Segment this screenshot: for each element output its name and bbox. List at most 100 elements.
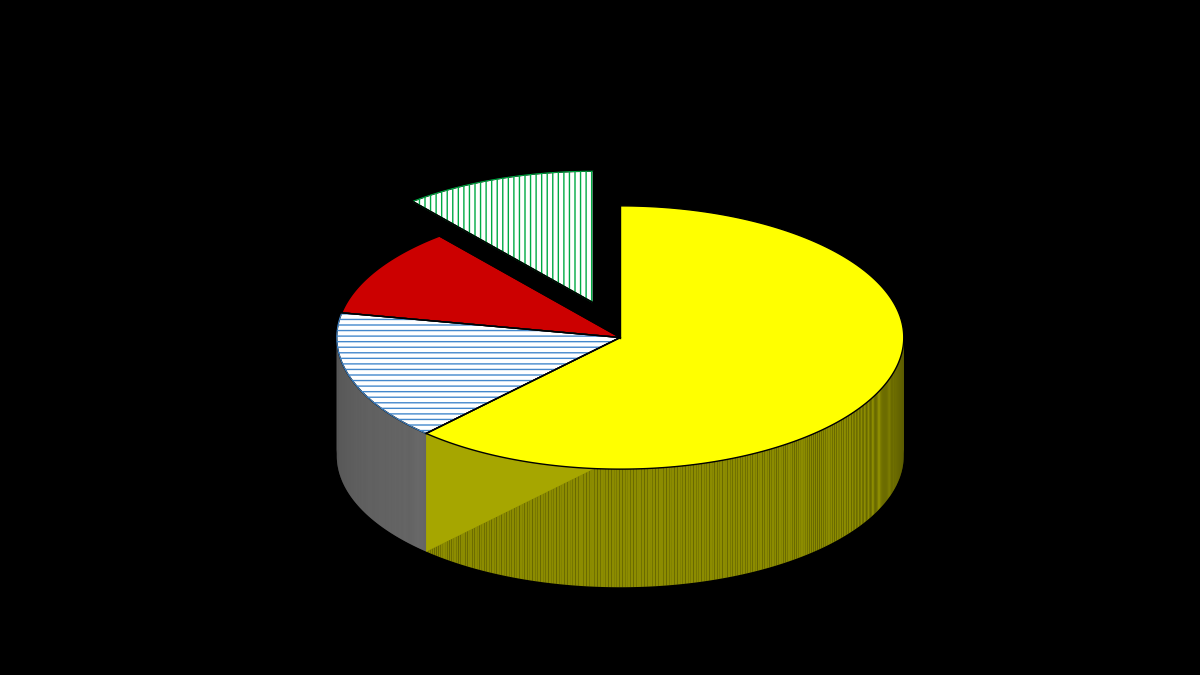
Polygon shape [492,455,494,574]
Polygon shape [463,447,466,566]
Polygon shape [672,466,674,585]
Polygon shape [712,462,715,580]
Polygon shape [559,466,562,585]
Polygon shape [720,460,722,579]
Polygon shape [504,458,506,576]
Polygon shape [829,426,830,545]
Polygon shape [838,421,840,540]
Polygon shape [847,416,848,535]
Polygon shape [814,433,816,552]
Polygon shape [619,469,623,587]
Polygon shape [642,468,644,587]
Polygon shape [502,457,504,576]
Polygon shape [875,395,876,514]
Polygon shape [736,457,738,576]
Polygon shape [748,454,750,573]
Polygon shape [674,466,677,585]
Polygon shape [426,433,428,552]
Polygon shape [794,441,797,560]
Polygon shape [841,418,844,538]
Polygon shape [628,469,631,587]
Polygon shape [799,439,800,558]
Polygon shape [475,450,478,569]
Polygon shape [490,454,492,573]
Polygon shape [863,405,864,524]
Polygon shape [725,459,727,578]
Polygon shape [730,458,733,577]
Polygon shape [439,439,440,558]
Polygon shape [664,467,666,586]
Polygon shape [776,447,779,566]
Polygon shape [548,465,551,583]
Polygon shape [478,451,480,570]
Polygon shape [592,468,595,587]
Polygon shape [520,460,522,579]
Polygon shape [614,469,617,587]
Polygon shape [834,423,836,542]
Polygon shape [650,468,653,587]
Polygon shape [790,442,792,561]
Polygon shape [868,400,869,520]
Polygon shape [852,412,853,532]
Polygon shape [515,460,517,578]
Polygon shape [517,460,520,578]
Polygon shape [823,429,826,547]
Polygon shape [859,407,860,526]
Polygon shape [562,466,565,585]
Polygon shape [468,448,470,567]
Polygon shape [774,448,776,566]
Polygon shape [762,451,764,570]
Polygon shape [811,434,814,553]
Polygon shape [718,461,720,579]
Polygon shape [809,435,811,554]
Polygon shape [817,431,820,550]
Polygon shape [511,459,515,578]
Polygon shape [527,462,530,580]
Polygon shape [767,450,769,568]
Polygon shape [722,460,725,578]
Polygon shape [821,429,823,548]
Polygon shape [572,467,576,586]
Polygon shape [413,171,593,303]
Polygon shape [826,427,827,547]
Polygon shape [608,469,611,587]
Polygon shape [445,441,448,560]
Polygon shape [779,446,781,565]
Polygon shape [595,468,598,587]
Polygon shape [538,464,540,582]
Polygon shape [456,445,458,564]
Polygon shape [696,464,698,583]
Polygon shape [631,469,634,587]
Polygon shape [683,466,685,584]
Polygon shape [864,404,865,523]
Polygon shape [691,464,694,583]
Polygon shape [830,425,833,544]
Polygon shape [694,464,696,583]
Polygon shape [666,467,670,585]
Polygon shape [461,446,463,565]
Polygon shape [557,466,559,584]
Polygon shape [702,463,704,582]
Polygon shape [524,462,527,580]
Polygon shape [644,468,647,587]
Polygon shape [578,468,581,586]
Polygon shape [685,465,688,584]
Polygon shape [752,454,755,572]
Polygon shape [480,452,482,570]
Polygon shape [546,464,548,583]
Polygon shape [565,466,568,585]
Polygon shape [440,439,443,558]
Polygon shape [443,440,445,559]
Polygon shape [606,469,608,587]
Polygon shape [509,458,511,577]
Polygon shape [833,424,834,543]
Polygon shape [426,206,904,469]
Polygon shape [428,434,431,554]
Polygon shape [870,398,871,518]
Polygon shape [426,338,620,551]
Polygon shape [857,409,858,529]
Polygon shape [727,459,730,577]
Polygon shape [589,468,592,587]
Polygon shape [647,468,650,587]
Polygon shape [788,443,790,562]
